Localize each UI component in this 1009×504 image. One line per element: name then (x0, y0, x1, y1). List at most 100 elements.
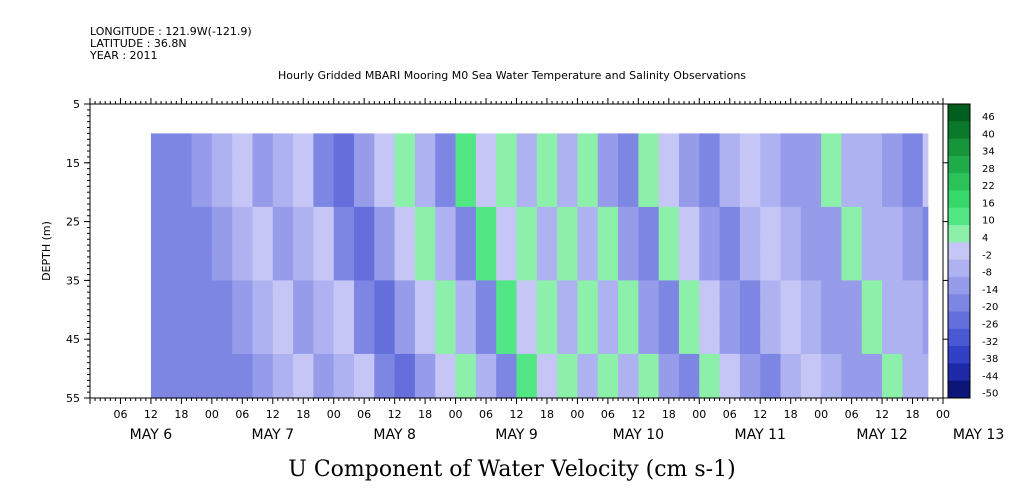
x-day-label: MAY 11 (735, 427, 786, 443)
heatmap-cell (374, 265, 396, 281)
heatmap-cell (902, 206, 924, 223)
heatmap-cell (557, 265, 579, 281)
x-tick-label: 18 (540, 408, 554, 421)
heatmap-cell (638, 339, 660, 355)
heatmap-cell (516, 192, 538, 208)
heatmap-cell (658, 162, 680, 179)
y-axis: 5 15 25 35 45 55 (66, 98, 949, 405)
heatmap-cell (739, 162, 761, 179)
heatmap-cell (313, 162, 335, 179)
x-tick-label: 18 (174, 408, 188, 421)
x-tick-label: 06 (357, 408, 371, 421)
heatmap-cell (232, 162, 254, 179)
heatmap-cell (496, 353, 518, 370)
heatmap-cell (333, 383, 355, 399)
heatmap-cell (658, 383, 680, 399)
heatmap-cell (882, 177, 903, 193)
heatmap-cell (841, 177, 863, 193)
heatmap-cell (922, 148, 929, 164)
heatmap-cell (557, 368, 579, 384)
heatmap-cell (638, 280, 660, 296)
heatmap-cell (902, 133, 924, 149)
heatmap-cell (171, 339, 193, 355)
heatmap-cell (475, 368, 497, 384)
heatmap-cell (760, 368, 782, 384)
heatmap-cell (780, 192, 802, 208)
heatmap-cell (719, 221, 741, 237)
heatmap-cell (739, 265, 761, 281)
colorbar-band (948, 242, 970, 261)
heatmap-cell (414, 309, 436, 326)
heatmap-cell (760, 353, 782, 370)
heatmap-cell (211, 324, 233, 340)
heatmap-cell (475, 280, 497, 296)
heatmap-cell (861, 206, 883, 223)
heatmap-cell (800, 368, 822, 384)
heatmap-cell (577, 236, 599, 252)
heatmap-cell (699, 353, 721, 370)
x-tick-label: 00 (814, 408, 828, 421)
heatmap-cell (252, 309, 274, 326)
heatmap-cell (191, 192, 213, 208)
heatmap-cell (861, 280, 883, 296)
heatmap-cell (841, 295, 863, 311)
heatmap-cell (618, 192, 639, 208)
heatmap-cell (496, 368, 518, 384)
heatmap-cell (597, 162, 619, 179)
heatmap-cell (455, 265, 477, 281)
heatmap-cell (414, 236, 436, 252)
heatmap-cell (821, 133, 843, 149)
heatmap-cell (414, 133, 436, 149)
heatmap-cell (333, 280, 355, 296)
heatmap-cell (699, 309, 721, 326)
heatmap-cell (597, 280, 619, 296)
heatmap-cell (354, 162, 375, 179)
heatmap-cell (922, 309, 929, 326)
heatmap-cell (435, 162, 457, 179)
x-axis-title: U Component of Water Velocity (cm s-1) (288, 457, 735, 482)
heatmap-cell (232, 324, 254, 340)
heatmap-cell (902, 192, 924, 208)
heatmap-cell (272, 251, 294, 267)
heatmap-cell (333, 221, 355, 237)
heatmap-cell (902, 353, 924, 370)
heatmap-cell (618, 324, 639, 340)
heatmap-cell (557, 324, 579, 340)
colorbar-label: -26 (982, 320, 998, 331)
heatmap-cell (760, 324, 782, 340)
heatmap-cell (577, 192, 599, 208)
heatmap-cell (902, 295, 924, 311)
heatmap-cell (272, 133, 294, 149)
heatmap-cell (678, 192, 700, 208)
heatmap-cell (841, 162, 863, 179)
heatmap-cell (516, 309, 538, 326)
x-tick-label: 12 (510, 408, 524, 421)
heatmap-cell (455, 206, 477, 223)
heatmap-cell (800, 133, 822, 149)
heatmap-cell (678, 236, 700, 252)
heatmap-cell (577, 221, 599, 237)
heatmap-cell (313, 309, 335, 326)
heatmap-cell (333, 206, 355, 223)
chart-title: Hourly Gridded MBARI Mooring M0 Sea Wate… (278, 69, 746, 82)
heatmap-cell (272, 206, 294, 223)
heatmap-cell (496, 206, 518, 223)
heatmap-cell (354, 309, 375, 326)
heatmap-cell (354, 148, 375, 164)
heatmap-cell (739, 206, 761, 223)
heatmap-cell (211, 295, 233, 311)
heatmap-cell (760, 309, 782, 326)
heatmap-cell (780, 177, 802, 193)
heatmap-cell (333, 162, 355, 179)
heatmap-cell (496, 309, 518, 326)
heatmap-cell (252, 280, 274, 296)
heatmap-cell (455, 221, 477, 237)
heatmap-cell (394, 133, 416, 149)
x-tick-label: 18 (906, 408, 920, 421)
heatmap-cell (171, 383, 193, 399)
heatmap-cell (821, 148, 843, 164)
heatmap-cell (171, 280, 193, 296)
heatmap-cell (882, 280, 903, 296)
x-tick-label: 00 (449, 408, 463, 421)
heatmap-cell (252, 324, 274, 340)
